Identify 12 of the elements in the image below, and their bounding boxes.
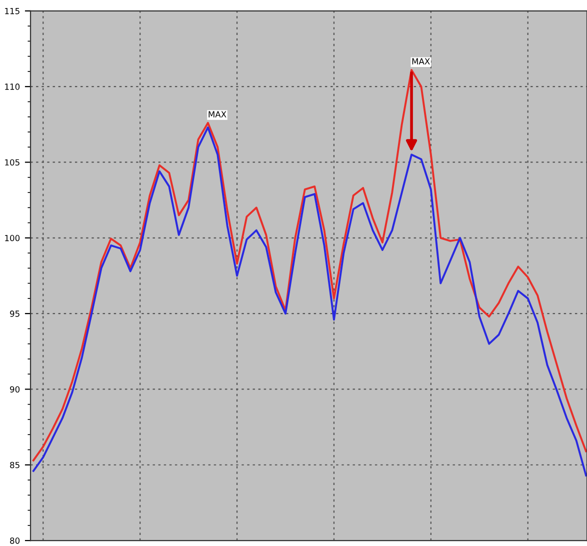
line-series [32,68,587,462]
y-tick-label: 100 [5,234,20,242]
annotation: MAX [208,111,226,118]
y-tick-label: 90 [10,386,20,393]
y-tick-label: 110 [5,84,20,90]
y-tick-label: 85 [10,462,20,468]
annotation: MAX [412,58,430,64]
y-tick-label: 115 [5,8,20,14]
y-tick-label: 95 [10,310,20,317]
y-tick-label: 80 [10,538,20,544]
y-tick-label: 105 [5,159,20,166]
line-series [32,126,587,476]
